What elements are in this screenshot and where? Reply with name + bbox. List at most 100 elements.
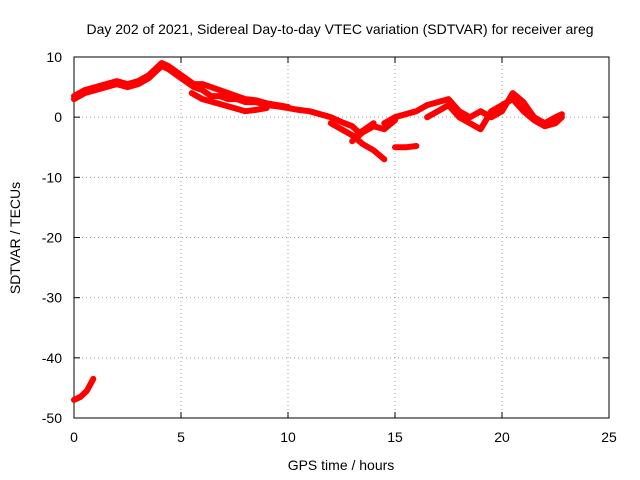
data-point (456, 114, 462, 120)
data-point (234, 93, 240, 99)
series-layer (71, 60, 565, 403)
data-point (199, 87, 205, 93)
data-point (542, 123, 548, 129)
data-point (510, 96, 516, 102)
data-point (435, 99, 441, 105)
tick-labels: 0 5 10 15 20 25 -50 -40 -30 -20 -10 0 10 (42, 49, 617, 445)
data-point (478, 126, 484, 132)
data-point (392, 114, 398, 120)
data-point (210, 99, 216, 105)
data-point (182, 75, 188, 81)
data-point (403, 111, 409, 117)
data-point (510, 90, 516, 96)
data-point (232, 105, 237, 111)
data-point (424, 114, 430, 120)
data-point (339, 119, 344, 125)
data-point (114, 78, 120, 84)
data-point (82, 87, 88, 93)
data-point (381, 126, 387, 132)
data-point (520, 99, 526, 105)
data-point (371, 120, 377, 126)
y-tick-label: -20 (42, 230, 62, 246)
y-tick-label: 10 (46, 49, 62, 65)
data-point (264, 105, 270, 111)
data-point (191, 81, 197, 87)
data-point (242, 96, 248, 102)
data-point (135, 78, 141, 84)
x-tick-label: 25 (601, 429, 617, 445)
data-point (478, 108, 484, 114)
data-point (84, 388, 90, 394)
x-tick-label: 10 (280, 429, 296, 445)
data-point (467, 114, 473, 120)
x-tick-label: 15 (387, 429, 403, 445)
data-point (392, 144, 398, 150)
data-point (71, 397, 77, 403)
y-tick-label: -10 (42, 169, 62, 185)
data-point (520, 108, 526, 114)
y-axis-label: SDTVAR / TECUs (7, 182, 23, 294)
data-point (92, 84, 98, 90)
data-point (152, 66, 158, 72)
data-point (296, 107, 302, 113)
data-point (199, 96, 205, 102)
x-tick-label: 0 (70, 429, 78, 445)
data-point (317, 111, 323, 117)
data-point (328, 120, 334, 126)
data-point (208, 93, 214, 99)
data-point (381, 156, 387, 162)
data-point (103, 81, 109, 87)
data-point (499, 108, 505, 114)
data-point (274, 102, 280, 108)
data-point (424, 102, 430, 108)
data-point (488, 108, 494, 114)
series-early-low (71, 375, 97, 403)
data-point (225, 96, 231, 102)
y-tick-label: 0 (54, 109, 62, 125)
x-tick-label: 20 (494, 429, 510, 445)
data-point (264, 100, 270, 106)
data-point (467, 120, 473, 126)
data-point (253, 97, 259, 103)
data-point (242, 108, 248, 114)
data-point (349, 138, 355, 144)
data-point (217, 93, 222, 99)
data-point (253, 107, 259, 113)
x-axis-label: GPS time / hours (288, 457, 395, 473)
data-point (90, 376, 96, 382)
data-point (217, 87, 222, 93)
data-point (349, 123, 355, 129)
series-main-trace (71, 63, 362, 136)
data-point (174, 69, 180, 75)
axis-ticks (73, 56, 610, 419)
data-point (531, 117, 537, 123)
y-tick-label: -50 (42, 410, 62, 426)
y-tick-label: -30 (42, 290, 62, 306)
data-point (199, 81, 205, 87)
data-point (159, 60, 165, 66)
data-point (553, 120, 558, 126)
data-point (225, 90, 231, 96)
data-point (362, 126, 368, 132)
data-point (371, 147, 377, 153)
chart-title: Day 202 of 2021, Sidereal Day-to-day VTE… (86, 21, 593, 37)
data-point (77, 394, 83, 400)
data-point (146, 72, 152, 78)
data-point (446, 102, 451, 108)
data-point (221, 102, 227, 108)
data-point (360, 141, 366, 147)
data-point (403, 144, 409, 150)
data-point (189, 90, 195, 96)
data-point (165, 63, 171, 69)
data-point (339, 126, 344, 132)
y-tick-label: -40 (42, 350, 62, 366)
data-point (413, 143, 419, 149)
data-point (125, 81, 130, 87)
data-point (328, 114, 334, 120)
data-point (208, 84, 214, 90)
data-point (381, 120, 387, 126)
data-point (559, 114, 565, 120)
data-point (435, 108, 441, 114)
data-point (446, 96, 451, 102)
x-tick-label: 5 (177, 429, 185, 445)
